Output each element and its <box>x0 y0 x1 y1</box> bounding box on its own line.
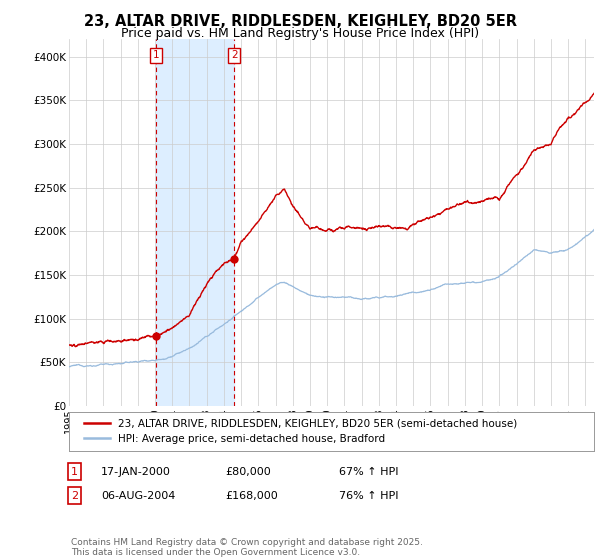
Text: 06-AUG-2004: 06-AUG-2004 <box>101 491 175 501</box>
Text: 1: 1 <box>71 466 78 477</box>
Text: £168,000: £168,000 <box>225 491 278 501</box>
Text: 67% ↑ HPI: 67% ↑ HPI <box>339 466 398 477</box>
Text: £80,000: £80,000 <box>225 466 271 477</box>
Text: 76% ↑ HPI: 76% ↑ HPI <box>339 491 398 501</box>
Text: 2: 2 <box>231 50 238 60</box>
Text: Contains HM Land Registry data © Crown copyright and database right 2025.
This d: Contains HM Land Registry data © Crown c… <box>71 538 422 557</box>
Bar <box>156 39 234 406</box>
Text: 23, ALTAR DRIVE, RIDDLESDEN, KEIGHLEY, BD20 5ER: 23, ALTAR DRIVE, RIDDLESDEN, KEIGHLEY, B… <box>83 14 517 29</box>
Legend: 23, ALTAR DRIVE, RIDDLESDEN, KEIGHLEY, BD20 5ER (semi-detached house), HPI: Aver: 23, ALTAR DRIVE, RIDDLESDEN, KEIGHLEY, B… <box>79 414 521 448</box>
Text: 17-JAN-2000: 17-JAN-2000 <box>101 466 170 477</box>
Text: 2: 2 <box>71 491 78 501</box>
Text: 1: 1 <box>152 50 159 60</box>
Text: Price paid vs. HM Land Registry's House Price Index (HPI): Price paid vs. HM Land Registry's House … <box>121 27 479 40</box>
